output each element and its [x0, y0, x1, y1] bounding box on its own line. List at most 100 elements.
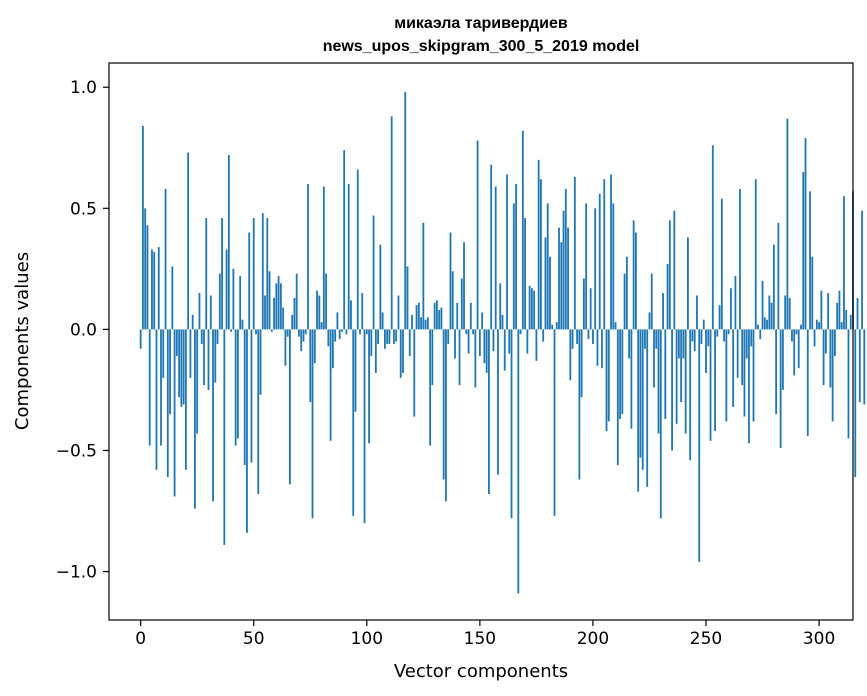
bar: [465, 329, 468, 335]
bar: [476, 140, 479, 330]
bar: [146, 225, 149, 330]
bar: [564, 188, 567, 330]
bar: [284, 329, 287, 366]
bar: [277, 276, 280, 330]
bar: [829, 329, 832, 388]
bar: [157, 247, 160, 330]
bar: [248, 232, 251, 330]
bar: [460, 278, 463, 330]
bar: [635, 232, 637, 330]
bar: [623, 273, 626, 330]
bar: [720, 198, 723, 330]
y-axis-label: Components values: [12, 252, 33, 430]
bar: [517, 329, 520, 594]
bar: [696, 295, 698, 330]
bar: [178, 329, 181, 398]
bar: [838, 290, 841, 330]
bar: [707, 329, 710, 347]
bar: [567, 227, 569, 330]
bar: [458, 329, 461, 386]
bar: [203, 329, 205, 386]
bar: [820, 290, 823, 330]
bar: [356, 169, 359, 330]
bar: [440, 307, 443, 330]
bar: [813, 329, 816, 347]
bar: [585, 203, 588, 330]
bar: [318, 295, 321, 330]
bar: [512, 203, 515, 330]
y-tick-label: −0.5: [56, 441, 97, 461]
bar: [815, 319, 818, 330]
bar: [657, 329, 660, 434]
bar: [501, 314, 504, 330]
bar: [614, 322, 617, 330]
bar: [546, 203, 549, 330]
bar: [630, 329, 633, 429]
bar: [558, 227, 560, 330]
bar: [359, 329, 361, 335]
bar: [169, 329, 171, 415]
bar: [786, 118, 789, 330]
bar: [727, 329, 730, 335]
bar: [795, 329, 798, 335]
bar: [311, 329, 314, 519]
bar: [530, 288, 533, 330]
bar: [659, 329, 662, 519]
bar: [449, 232, 452, 330]
bar: [483, 329, 486, 364]
bar: [442, 329, 445, 480]
bar: [205, 217, 208, 330]
bar: [234, 329, 237, 446]
bar: [171, 266, 174, 330]
y-tick-label: 1.0: [70, 78, 97, 98]
bar: [653, 329, 655, 388]
bar: [422, 222, 425, 330]
bar: [802, 171, 805, 330]
bar: [383, 329, 386, 349]
bar: [582, 278, 585, 330]
bar: [485, 329, 488, 373]
bar: [456, 302, 459, 330]
bar: [207, 329, 210, 390]
bar: [237, 329, 239, 439]
bar: [266, 217, 269, 330]
bar: [761, 280, 764, 330]
bar: [447, 329, 450, 344]
bar: [732, 329, 735, 407]
bar: [316, 290, 318, 330]
bar: [843, 196, 845, 330]
bar: [252, 217, 255, 330]
bar: [736, 329, 739, 378]
bar: [397, 295, 400, 330]
bar: [725, 329, 728, 422]
bar: [164, 188, 167, 330]
bar: [309, 329, 312, 403]
bar: [153, 251, 156, 330]
bar: [856, 297, 859, 330]
bar: [700, 329, 703, 344]
bar: [824, 329, 827, 354]
bar: [329, 329, 332, 441]
bar: [155, 329, 158, 470]
bar: [528, 285, 531, 330]
bar: [718, 305, 721, 330]
bar: [417, 302, 420, 330]
bar: [535, 329, 538, 361]
bar: [445, 329, 447, 502]
bar: [424, 319, 427, 330]
bar: [668, 220, 671, 330]
bar: [338, 329, 341, 340]
x-tick-label: 250: [690, 629, 722, 649]
bar: [553, 329, 556, 516]
bar: [709, 329, 712, 441]
bar: [831, 329, 834, 422]
bar: [184, 329, 187, 470]
bar: [612, 203, 615, 330]
bar: [212, 329, 214, 502]
x-tick-label: 200: [577, 629, 609, 649]
bar: [605, 329, 608, 432]
bar: [218, 273, 221, 330]
chart-subtitle: news_upos_skipgram_300_5_2019 model: [323, 38, 640, 55]
bar: [198, 293, 201, 330]
bar: [752, 329, 755, 422]
